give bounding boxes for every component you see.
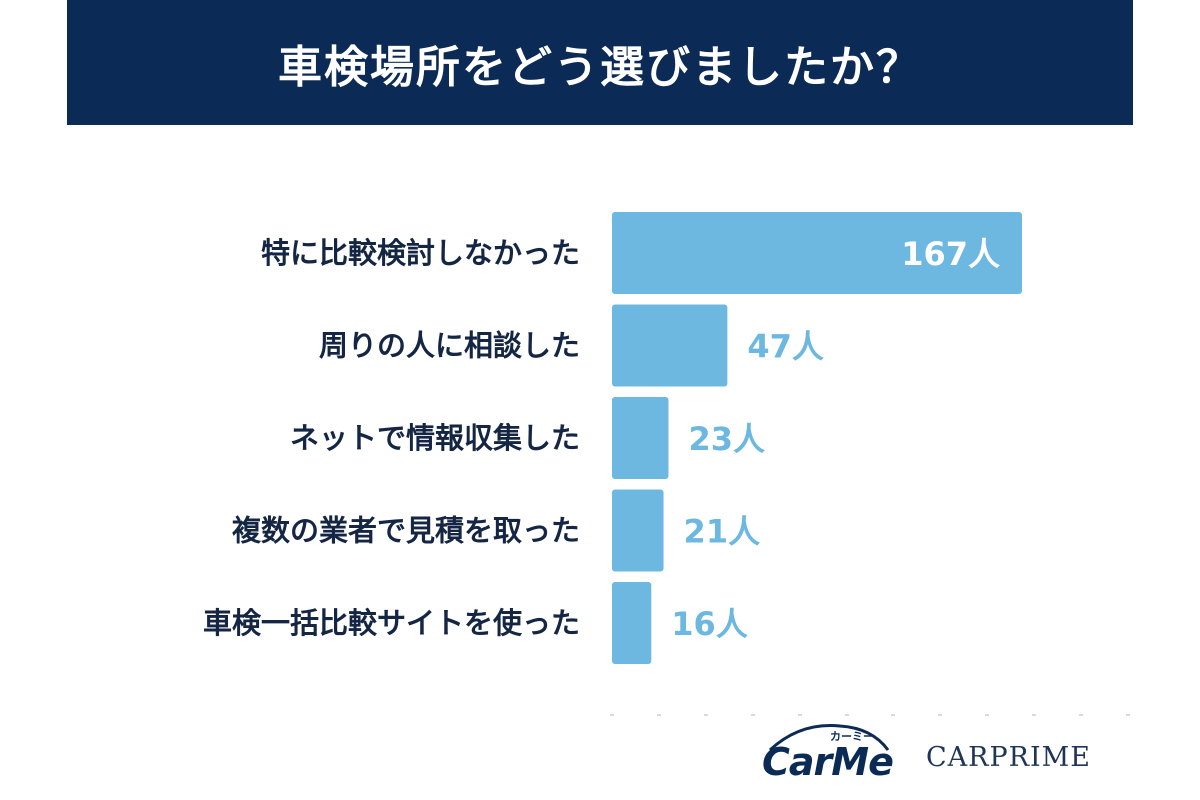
value-label: 167人 — [901, 235, 1000, 273]
carme-kana: カーミー — [830, 730, 874, 743]
title-banner: 車検場所をどう選びましたか？ — [67, 0, 1133, 125]
category-label: 特に比較検討しなかった — [261, 236, 580, 270]
car-outline-icon — [768, 724, 890, 752]
bar — [612, 489, 664, 572]
value-label: 47人 — [747, 328, 824, 366]
carme-word: CarMe — [762, 740, 894, 784]
category-label: 車検一括比較サイトを使った — [203, 606, 580, 640]
divider-dots — [610, 714, 1130, 718]
bar — [612, 582, 652, 664]
bar — [612, 304, 728, 387]
carprime-logo: CARPRIME — [926, 742, 1092, 773]
chart-title: 車検場所をどう選びましたか？ — [278, 41, 922, 93]
category-label: ネットで情報収集した — [290, 421, 580, 455]
category-label: 複数の業者で見積を取った — [232, 514, 580, 548]
value-label: 21人 — [684, 513, 761, 551]
bar — [612, 212, 1022, 294]
value-label: 23人 — [688, 420, 765, 458]
bar — [612, 397, 669, 479]
value-label: 16人 — [671, 605, 748, 643]
category-label: 周りの人に相談した — [319, 329, 580, 363]
logos: カーミー CarMe CARPRIME — [760, 716, 1110, 796]
carme-logo: カーミー CarMe — [760, 716, 900, 796]
